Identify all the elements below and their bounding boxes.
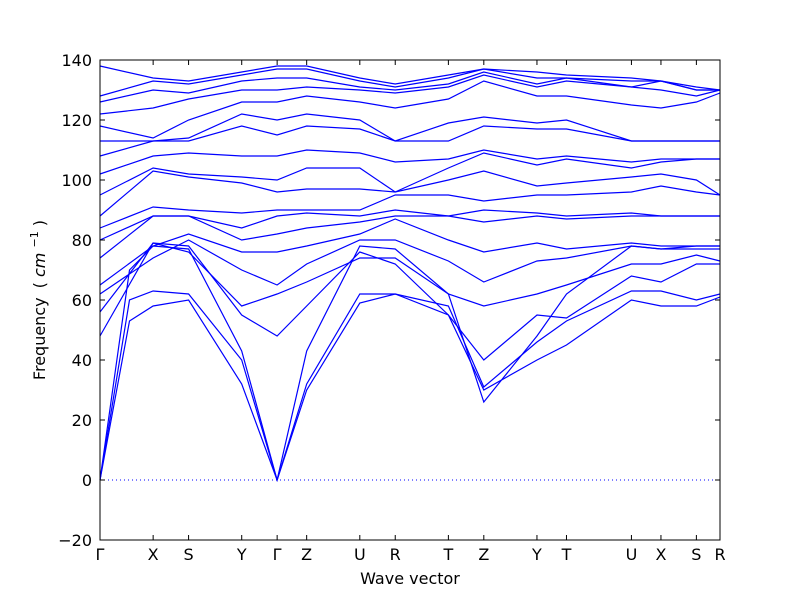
band-line-18 bbox=[99, 71, 720, 103]
band-line-4 bbox=[99, 242, 720, 361]
y-tick-label: 100 bbox=[61, 171, 92, 190]
band-line-10 bbox=[99, 185, 721, 229]
y-tick-label: 60 bbox=[72, 291, 92, 310]
band-line-5 bbox=[99, 242, 721, 313]
band-line-9 bbox=[99, 209, 720, 241]
x-tick-label: U bbox=[354, 545, 366, 564]
y-tick-label: 0 bbox=[82, 471, 92, 490]
band-line-8 bbox=[99, 215, 720, 259]
x-tick-label: Y bbox=[531, 545, 542, 564]
x-tick-label: R bbox=[390, 545, 401, 564]
band-line-16 bbox=[99, 80, 721, 139]
x-tick-label: Y bbox=[236, 545, 247, 564]
x-tick-label: S bbox=[183, 545, 193, 564]
x-tick-label: Z bbox=[301, 545, 312, 564]
band-line-13 bbox=[99, 149, 720, 175]
x-tick-label: Γ bbox=[273, 545, 282, 564]
y-tick-label: −20 bbox=[58, 531, 92, 550]
x-tick-label: T bbox=[442, 545, 453, 564]
y-tick-label: 40 bbox=[72, 351, 92, 370]
band-line-15 bbox=[100, 113, 720, 142]
band-line-11 bbox=[99, 170, 721, 217]
x-tick-label: Z bbox=[478, 545, 489, 564]
x-tick-label: Γ bbox=[96, 545, 105, 564]
band-line-12 bbox=[99, 152, 720, 196]
band-line-20 bbox=[99, 65, 721, 91]
y-axis-unit-open: ( bbox=[30, 282, 49, 288]
x-tick-label: X bbox=[655, 545, 666, 564]
band-line-19 bbox=[99, 68, 720, 97]
y-tick-label: 80 bbox=[72, 231, 92, 250]
y-axis-title: Frequency ( cm −1 ) bbox=[23, 220, 49, 380]
band-line-6 bbox=[99, 239, 720, 295]
y-tick-label: 20 bbox=[72, 411, 92, 430]
x-tick-label: T bbox=[561, 545, 572, 564]
y-axis-unit: cm bbox=[30, 253, 49, 277]
x-tick-label: S bbox=[691, 545, 701, 564]
band-lines bbox=[99, 65, 721, 483]
band-line-2 bbox=[99, 290, 721, 483]
y-axis-unit-close: ) bbox=[30, 220, 49, 226]
y-axis-title-text: Frequency bbox=[30, 297, 49, 380]
x-tick-label: R bbox=[714, 545, 725, 564]
band-line-7 bbox=[99, 218, 720, 286]
y-tick-label: 120 bbox=[61, 111, 92, 130]
band-line-17 bbox=[99, 74, 721, 115]
x-tick-label: U bbox=[626, 545, 638, 564]
y-axis-unit-exponent: −1 bbox=[28, 231, 41, 247]
x-axis-title: Wave vector bbox=[360, 569, 460, 588]
y-tick-label: 140 bbox=[61, 51, 92, 70]
x-tick-label: X bbox=[148, 545, 159, 564]
